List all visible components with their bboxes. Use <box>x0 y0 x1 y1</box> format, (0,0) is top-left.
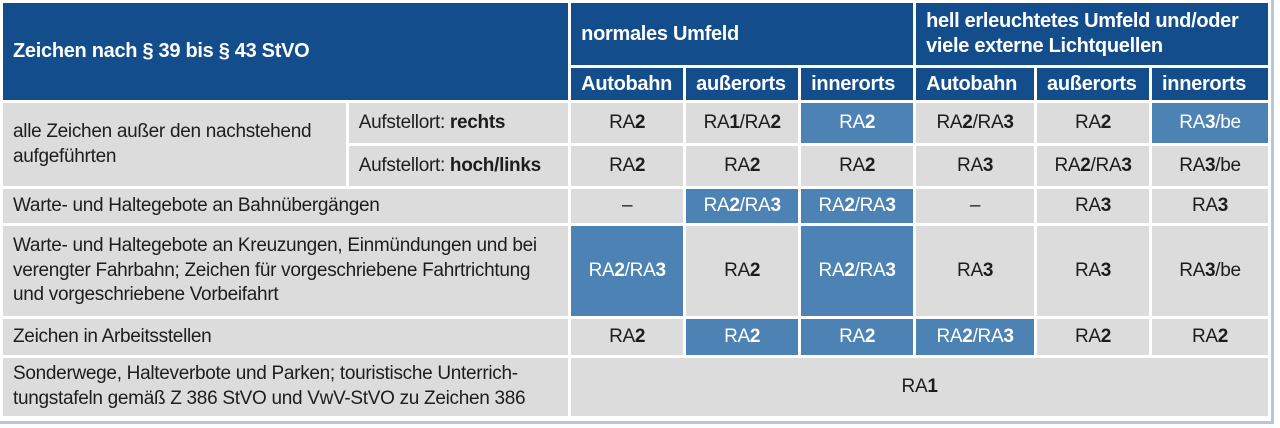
row-label: alle Zeichen außer den nachstehend aufge… <box>3 103 346 186</box>
subrow-label: Aufstellort: hoch/links <box>348 146 569 186</box>
subrow-label-prefix: Aufstellort: <box>358 111 450 133</box>
table-row: Sonderwege, Halteverbote und Parken; tou… <box>3 358 1268 416</box>
group-header-hell-erleuchtet: hell erleuchtetes Umfeld und/oder viele … <box>916 3 1268 65</box>
ra-value-cell: RA2/RA3 <box>571 226 684 316</box>
ra-value-cell: RA2 <box>571 103 684 143</box>
ra-value-cell: – <box>916 189 1035 223</box>
ra-value-cell: RA2 <box>686 226 799 316</box>
ra-value-cell: RA2 <box>801 146 914 186</box>
subrow-label: Aufstellort: rechts <box>348 103 569 143</box>
subrow-label-prefix: Aufstellort: <box>358 154 450 176</box>
ra-value-cell: RA2 <box>571 146 684 186</box>
table-row: Warte- und Haltegebote an Bahnübergängen… <box>3 189 1268 223</box>
table-row: Aufstellort: hoch/links RA2 RA2 RA2 RA3 … <box>3 146 1268 186</box>
ra-value-cell: RA2/RA3 <box>1037 146 1150 186</box>
ra-value-cell: RA2 <box>686 146 799 186</box>
group-header-normal-umfeld: normales Umfeld <box>571 3 914 65</box>
ra-value-cell: RA3/be <box>1152 146 1268 186</box>
column-header-ausserorts-1: außerorts <box>686 68 799 100</box>
ra-value-cell: RA2 <box>1037 103 1150 143</box>
ra-value-cell: RA2 <box>801 319 914 355</box>
ra-value-cell: RA3 <box>916 226 1035 316</box>
ra-value-cell: RA3 <box>1037 226 1150 316</box>
ra-value-cell: RA3 <box>1152 189 1268 223</box>
ra-value-cell: RA2 <box>571 319 684 355</box>
subrow-label-bold: rechts <box>449 111 506 133</box>
ra-value-cell: RA2/RA3 <box>801 226 914 316</box>
ra-value-cell: RA3 <box>1037 189 1150 223</box>
table-row: Zeichen in Arbeitsstellen RA2 RA2 RA2 RA… <box>3 319 1268 355</box>
ra-value-cell: RA2/RA3 <box>801 189 914 223</box>
ra-value-cell-span: RA1 <box>571 358 1268 416</box>
table-title: Zeichen nach § 39 bis § 43 StVO <box>3 3 569 100</box>
column-header-innerorts-2: innerorts <box>1152 68 1268 100</box>
ra-value-cell: RA2/RA3 <box>916 103 1035 143</box>
column-header-ausserorts-2: außerorts <box>1037 68 1150 100</box>
table-row: Warte- und Haltegebote an Kreuzungen, Ei… <box>3 226 1268 316</box>
ra-value-cell: RA3/be <box>1152 103 1268 143</box>
row-label: Zeichen in Arbeitsstellen <box>3 319 569 355</box>
column-header-autobahn-2: Autobahn <box>916 68 1035 100</box>
column-header-innerorts-1: innerorts <box>801 68 914 100</box>
ra-value-cell: RA3/be <box>1152 226 1268 316</box>
ra-value-cell: RA2 <box>1037 319 1150 355</box>
ra-value-cell: RA2 <box>1152 319 1268 355</box>
ra-value-cell: RA2/RA3 <box>686 189 799 223</box>
row-label: Warte- und Haltegebote an Kreuzungen, Ei… <box>3 226 569 316</box>
subrow-label-bold: hoch/links <box>449 154 541 176</box>
column-header-autobahn-1: Autobahn <box>571 68 684 100</box>
row-label: Warte- und Haltegebote an Bahnübergängen <box>3 189 569 223</box>
row-label: Sonderwege, Halteverbote und Parken; tou… <box>3 358 569 416</box>
ra-value-cell: RA2/RA3 <box>916 319 1035 355</box>
ra-value-cell: RA1/RA2 <box>686 103 799 143</box>
ra-value-cell: – <box>571 189 684 223</box>
ra-value-cell: RA2 <box>686 319 799 355</box>
stvo-reflection-class-table: Zeichen nach § 39 bis § 43 StVO normales… <box>3 3 1268 416</box>
ra-value-cell: RA3 <box>916 146 1035 186</box>
ra-value-cell: RA2 <box>801 103 914 143</box>
table-row: alle Zeichen außer den nachstehend aufge… <box>3 103 1268 186</box>
